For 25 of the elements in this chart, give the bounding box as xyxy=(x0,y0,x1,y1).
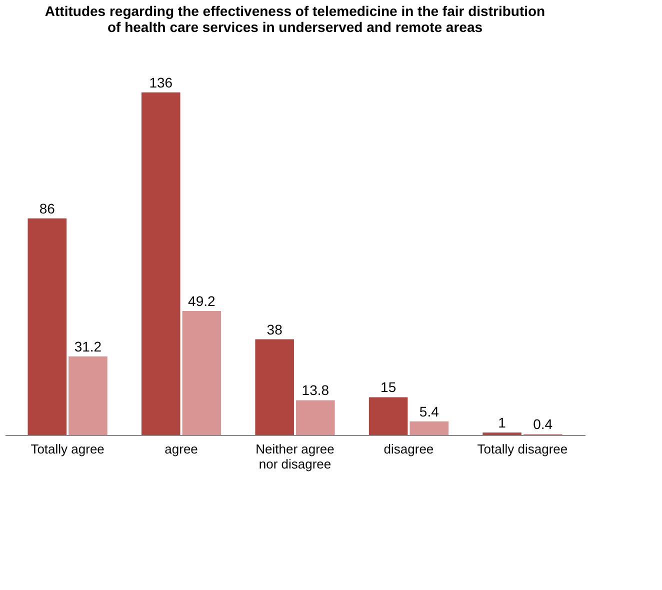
data-label: 15 xyxy=(380,379,396,396)
bar xyxy=(28,218,67,435)
x-tick-label: disagree xyxy=(384,442,434,456)
data-label: 31.2 xyxy=(74,338,102,354)
bar xyxy=(182,311,222,435)
data-label: 136 xyxy=(149,74,173,90)
data-label: 5.4 xyxy=(419,403,440,420)
data-label: 86 xyxy=(39,200,56,216)
data-label: 49.2 xyxy=(188,293,216,310)
x-tick-label: Totally agree xyxy=(30,442,104,456)
data-label: 1 xyxy=(498,414,506,430)
x-tick-label: agree xyxy=(164,442,198,456)
bar xyxy=(255,339,294,435)
chart-title: Attitudes regarding the effectiveness of telemedicine in the fair distribution of health care services in underserved and remote areas xyxy=(44,3,546,35)
x-tick-label: Neither agree nor disagree xyxy=(256,442,334,472)
data-label: 13.8 xyxy=(302,382,330,398)
bar xyxy=(296,400,335,435)
data-label: 38 xyxy=(266,321,283,338)
bar xyxy=(368,397,408,435)
data-label: 0.4 xyxy=(533,416,553,432)
bar xyxy=(68,356,108,435)
bar xyxy=(141,92,180,435)
bar xyxy=(410,421,449,435)
x-tick-label: Totally disagree xyxy=(477,442,568,456)
bar xyxy=(482,432,522,435)
